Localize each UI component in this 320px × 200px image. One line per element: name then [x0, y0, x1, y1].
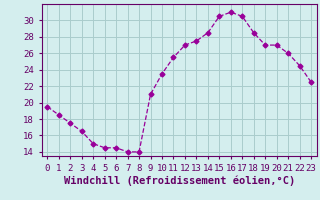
- X-axis label: Windchill (Refroidissement éolien,°C): Windchill (Refroidissement éolien,°C): [64, 175, 295, 186]
